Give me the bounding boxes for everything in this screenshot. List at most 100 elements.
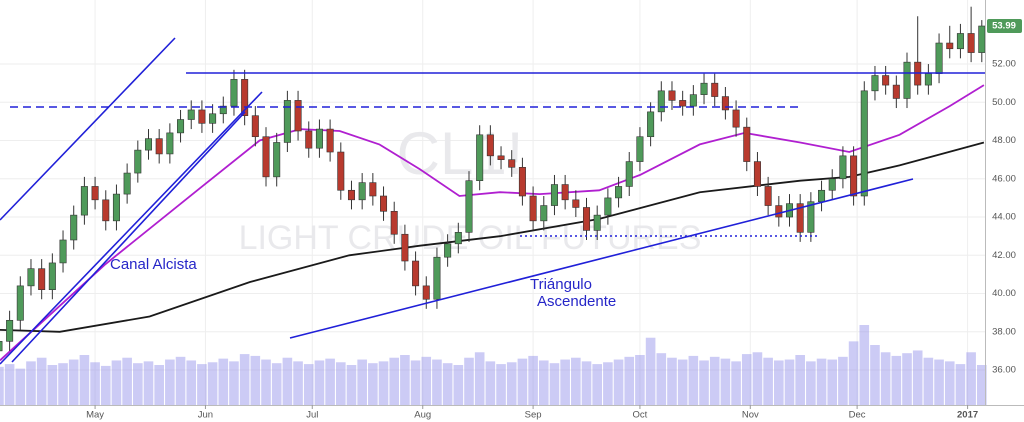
volume-bar bbox=[538, 360, 549, 405]
volume-bar bbox=[282, 357, 293, 405]
volume-bar bbox=[528, 355, 538, 405]
candle-body bbox=[315, 128, 323, 149]
candle-body bbox=[326, 128, 334, 153]
candle-body bbox=[123, 172, 131, 195]
candle-body bbox=[753, 161, 761, 187]
candle-body bbox=[711, 82, 719, 97]
volume-bar bbox=[560, 359, 570, 405]
candle-body bbox=[209, 113, 217, 124]
volume-bar bbox=[603, 362, 613, 405]
volume-bar bbox=[143, 361, 154, 405]
triangle-support bbox=[289, 178, 914, 339]
y-tick-label: 52.00 bbox=[992, 59, 1016, 70]
candle-body bbox=[764, 186, 772, 206]
volume-bar bbox=[923, 357, 934, 405]
channel-lower bbox=[0, 91, 263, 365]
moving-average bbox=[0, 141, 985, 333]
volume-bar bbox=[421, 356, 432, 405]
volume-bar bbox=[111, 360, 122, 405]
volume-bar bbox=[677, 359, 688, 405]
volume-bar bbox=[250, 355, 261, 405]
volume-bar bbox=[720, 358, 731, 405]
channel-upper bbox=[0, 37, 176, 221]
annotation: Ascendente bbox=[537, 293, 616, 310]
volume-bar bbox=[186, 360, 197, 405]
volume bbox=[0, 325, 987, 405]
channel-lower-2 bbox=[11, 111, 246, 363]
volume-bar bbox=[571, 357, 581, 405]
volume-bar bbox=[485, 361, 496, 405]
volume-bar bbox=[709, 356, 720, 405]
candle-body bbox=[369, 182, 377, 197]
candle-body bbox=[721, 96, 729, 111]
candle-body bbox=[283, 100, 291, 143]
candle-body bbox=[540, 205, 548, 222]
volume-bar bbox=[335, 362, 346, 405]
candle-body bbox=[807, 201, 815, 233]
axes: 36.00 38.00 40.00 42.00 44.00 46.00 48.00 50.00… bbox=[86, 19, 1022, 421]
candle-body bbox=[956, 33, 964, 50]
volume-bar bbox=[506, 362, 517, 405]
volume-bar bbox=[827, 359, 838, 405]
candle-body bbox=[412, 260, 420, 287]
candle-body bbox=[305, 130, 313, 149]
volume-bar bbox=[645, 337, 656, 405]
candle-body bbox=[241, 79, 249, 116]
candle-body bbox=[230, 79, 238, 107]
volume-bar bbox=[870, 345, 880, 405]
x-tick-label: Jun bbox=[198, 410, 213, 421]
candle-body bbox=[593, 214, 601, 231]
volume-bar bbox=[613, 359, 624, 405]
volume-bar bbox=[741, 354, 752, 405]
volume-bar bbox=[795, 355, 805, 405]
candle-body bbox=[871, 75, 879, 92]
candle-body bbox=[860, 90, 868, 197]
candle-body bbox=[0, 341, 3, 352]
volume-bar bbox=[133, 363, 143, 405]
y-tick-label: 44.00 bbox=[992, 212, 1016, 223]
candle-body bbox=[294, 100, 302, 132]
volume-bar bbox=[784, 359, 795, 405]
candle-body bbox=[433, 256, 441, 300]
volume-bar bbox=[122, 357, 132, 405]
volume-bar bbox=[400, 355, 410, 405]
volume-bar bbox=[100, 365, 111, 405]
candle-body bbox=[732, 109, 740, 128]
candle-body bbox=[636, 136, 644, 162]
candle-body bbox=[935, 42, 943, 74]
volume-bar bbox=[378, 361, 389, 405]
candle-body bbox=[144, 138, 153, 151]
candle-body bbox=[679, 100, 687, 107]
volume-bar bbox=[549, 363, 560, 405]
volume-bar bbox=[154, 365, 164, 405]
volume-bar bbox=[314, 360, 325, 405]
candle-body bbox=[80, 186, 88, 216]
volume-bar bbox=[848, 341, 859, 405]
candle-body bbox=[529, 195, 537, 222]
candle-body bbox=[48, 262, 56, 290]
x-tick-label: Jul bbox=[306, 410, 318, 421]
candle-body bbox=[775, 205, 783, 218]
candle-body bbox=[903, 61, 911, 99]
volume-bar bbox=[346, 365, 357, 405]
volume-bar bbox=[966, 352, 976, 405]
candle-body bbox=[550, 184, 558, 206]
candle-body bbox=[422, 285, 430, 300]
volume-bar bbox=[944, 361, 955, 405]
x-tick-label: Sep bbox=[525, 410, 542, 421]
candle-body bbox=[112, 193, 120, 222]
candle-body bbox=[497, 155, 505, 160]
candle-body bbox=[668, 90, 676, 101]
volume-bar bbox=[261, 359, 271, 405]
candle-body bbox=[337, 151, 345, 191]
volume-bar bbox=[656, 353, 667, 405]
volume-bar bbox=[699, 360, 709, 405]
candle-body bbox=[251, 115, 259, 138]
volume-bar bbox=[592, 364, 603, 405]
y-tick-label: 50.00 bbox=[992, 97, 1016, 108]
candle-body bbox=[358, 182, 366, 201]
candle-body bbox=[839, 155, 847, 180]
watermark-symbol: CL1! bbox=[397, 120, 524, 187]
volume-bar bbox=[688, 355, 699, 405]
y-tick-label: 46.00 bbox=[992, 173, 1016, 184]
